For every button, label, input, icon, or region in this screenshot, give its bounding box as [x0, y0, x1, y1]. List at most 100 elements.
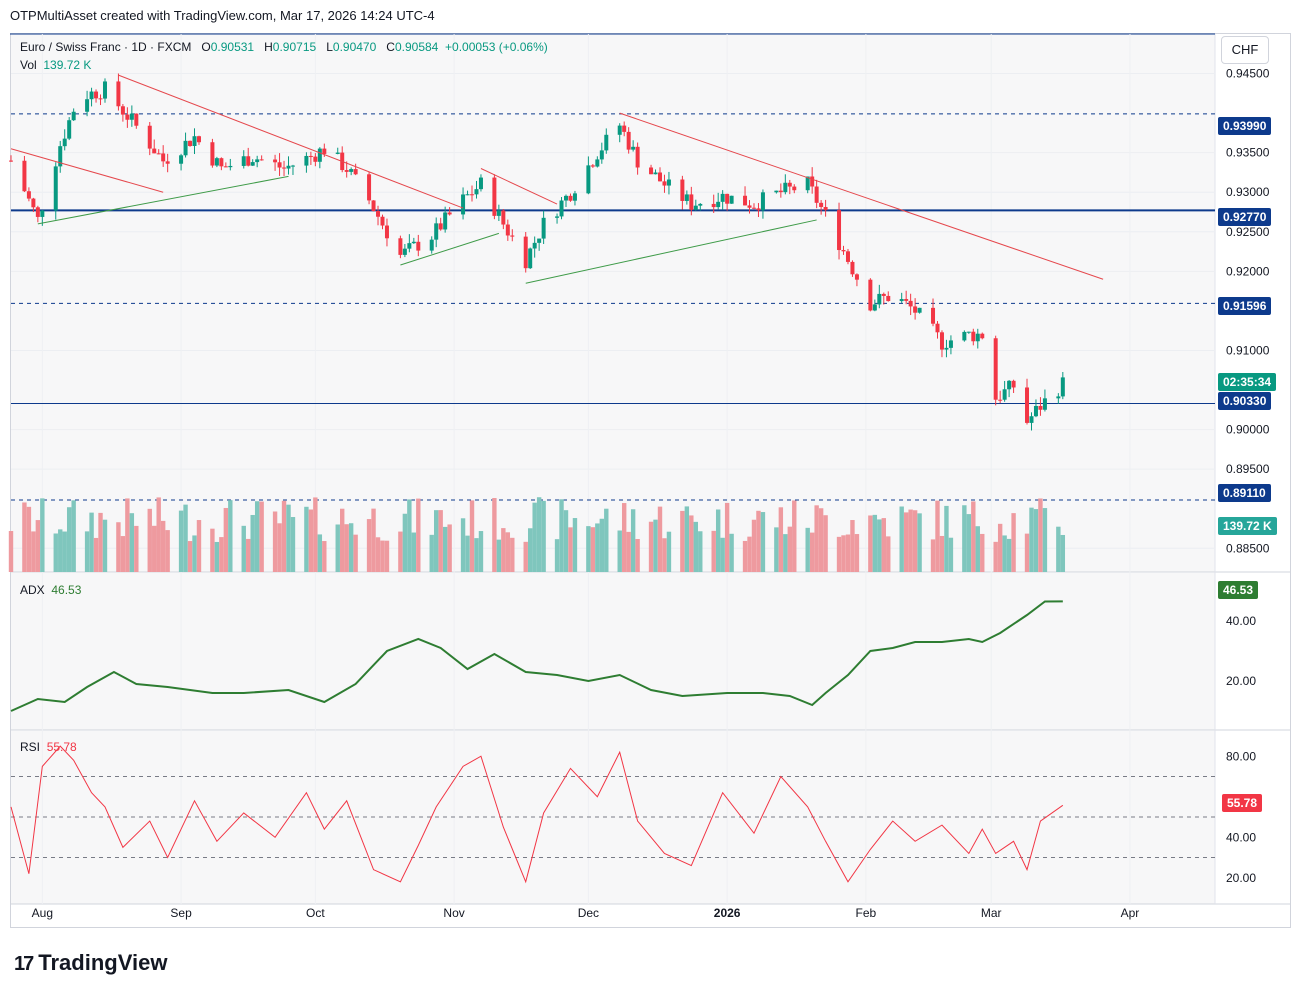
candle-body [214, 158, 219, 166]
price-tick-label: 0.91000 [1226, 343, 1270, 357]
volume-bar [845, 534, 851, 572]
candle-body [183, 140, 188, 156]
chart-credit: OTPMultiAsset created with TradingView.c… [10, 8, 435, 23]
volume-bar [429, 534, 434, 572]
volume-bar [854, 534, 860, 572]
candle-body [376, 211, 381, 217]
volume-bar [313, 497, 318, 572]
candle-body [282, 167, 287, 169]
volume-bar [792, 500, 797, 572]
volume-bar [572, 518, 578, 572]
volume-bar [742, 540, 748, 572]
volume-bar [747, 536, 752, 572]
volume-bar [53, 533, 58, 572]
candle-body [192, 136, 197, 147]
candle-body [975, 333, 980, 342]
volume-bar [26, 506, 32, 572]
volume-bar [680, 510, 685, 572]
symbol-label[interactable]: Euro / Swiss Franc · 1D · FXCM [20, 40, 192, 54]
candle-body [729, 195, 734, 204]
close-value: 0.90584 [394, 40, 439, 54]
candle-body [743, 195, 748, 206]
candle-body [367, 174, 372, 201]
candle-body [555, 216, 560, 218]
price-tag: 0.89110 [1218, 484, 1271, 502]
candle-body [523, 236, 528, 269]
rsi-tick-label: 80.00 [1226, 749, 1256, 763]
candle-body [22, 160, 27, 192]
volume-label[interactable]: Vol [20, 58, 37, 72]
candle-body [823, 206, 828, 211]
candle-body [944, 347, 949, 350]
candle-body [837, 210, 842, 251]
tradingview-logo[interactable]: 17 TradingView [14, 950, 167, 976]
volume-bar [948, 537, 954, 572]
time-tick-label: Sep [170, 906, 192, 920]
volume-bar [1024, 533, 1030, 572]
volume-bar [997, 523, 1003, 572]
candle-body [1056, 396, 1061, 399]
volume-bar [317, 534, 323, 572]
rsi-label[interactable]: RSI [20, 740, 41, 754]
tradingview-mark-icon: 17 [14, 953, 34, 975]
candle-body [384, 225, 389, 239]
volume-bar [868, 515, 873, 572]
candle-body [313, 156, 318, 162]
candle-body [71, 111, 76, 121]
volume-bar [774, 527, 779, 572]
volume-bar [366, 519, 372, 572]
candle-body [411, 241, 416, 244]
volume-bar [523, 541, 528, 572]
currency-button[interactable]: CHF [1221, 36, 1269, 64]
low-label: L [326, 40, 333, 54]
adx-legend: ADX 46.53 [20, 583, 81, 597]
volume-bar [214, 541, 220, 572]
volume-bar [322, 541, 327, 572]
candle-body [26, 191, 31, 199]
volume-bar [165, 530, 170, 572]
candle-body [1007, 380, 1012, 390]
volume-bar [290, 517, 296, 572]
volume-bar [178, 510, 184, 572]
volume-bar [586, 526, 591, 572]
candle-body [223, 166, 228, 168]
volume-bar [1029, 507, 1034, 572]
candle-body [496, 210, 501, 216]
volume-bar [250, 514, 255, 572]
volume-bar [469, 500, 475, 572]
volume-bar [805, 527, 810, 572]
volume-bar [724, 502, 730, 572]
volume-bar [272, 511, 278, 572]
candle-body [447, 212, 452, 215]
candle-body [810, 176, 815, 187]
candle-body [693, 205, 698, 210]
price-tag: 0.92770 [1218, 208, 1272, 226]
candle-body [935, 323, 940, 333]
volume-bar [147, 508, 152, 572]
candle-body [899, 299, 904, 302]
volume-bar [886, 536, 891, 572]
price-tick-label: 0.89500 [1226, 462, 1270, 476]
volume-bar [823, 515, 828, 572]
volume-bar [156, 497, 161, 572]
candle-body [335, 152, 340, 154]
candle-body [353, 169, 358, 175]
volume-bar [35, 520, 41, 572]
volume-bar [353, 534, 358, 572]
candle-body [886, 295, 891, 302]
volume-bar [348, 523, 354, 572]
candle-body [277, 162, 282, 168]
adx-label[interactable]: ADX [20, 583, 45, 597]
candle-body [532, 242, 537, 249]
volume-bar [241, 525, 246, 572]
price-tag: 0.91596 [1218, 297, 1272, 315]
candle-body [156, 153, 161, 155]
price-tick-label: 0.92000 [1226, 264, 1270, 278]
price-tick-label: 0.93000 [1226, 185, 1270, 199]
volume-bar [219, 537, 224, 572]
volume-bar [657, 506, 663, 572]
volume-bar [1011, 513, 1016, 572]
candle-body [586, 165, 591, 194]
volume-bar [84, 531, 90, 572]
